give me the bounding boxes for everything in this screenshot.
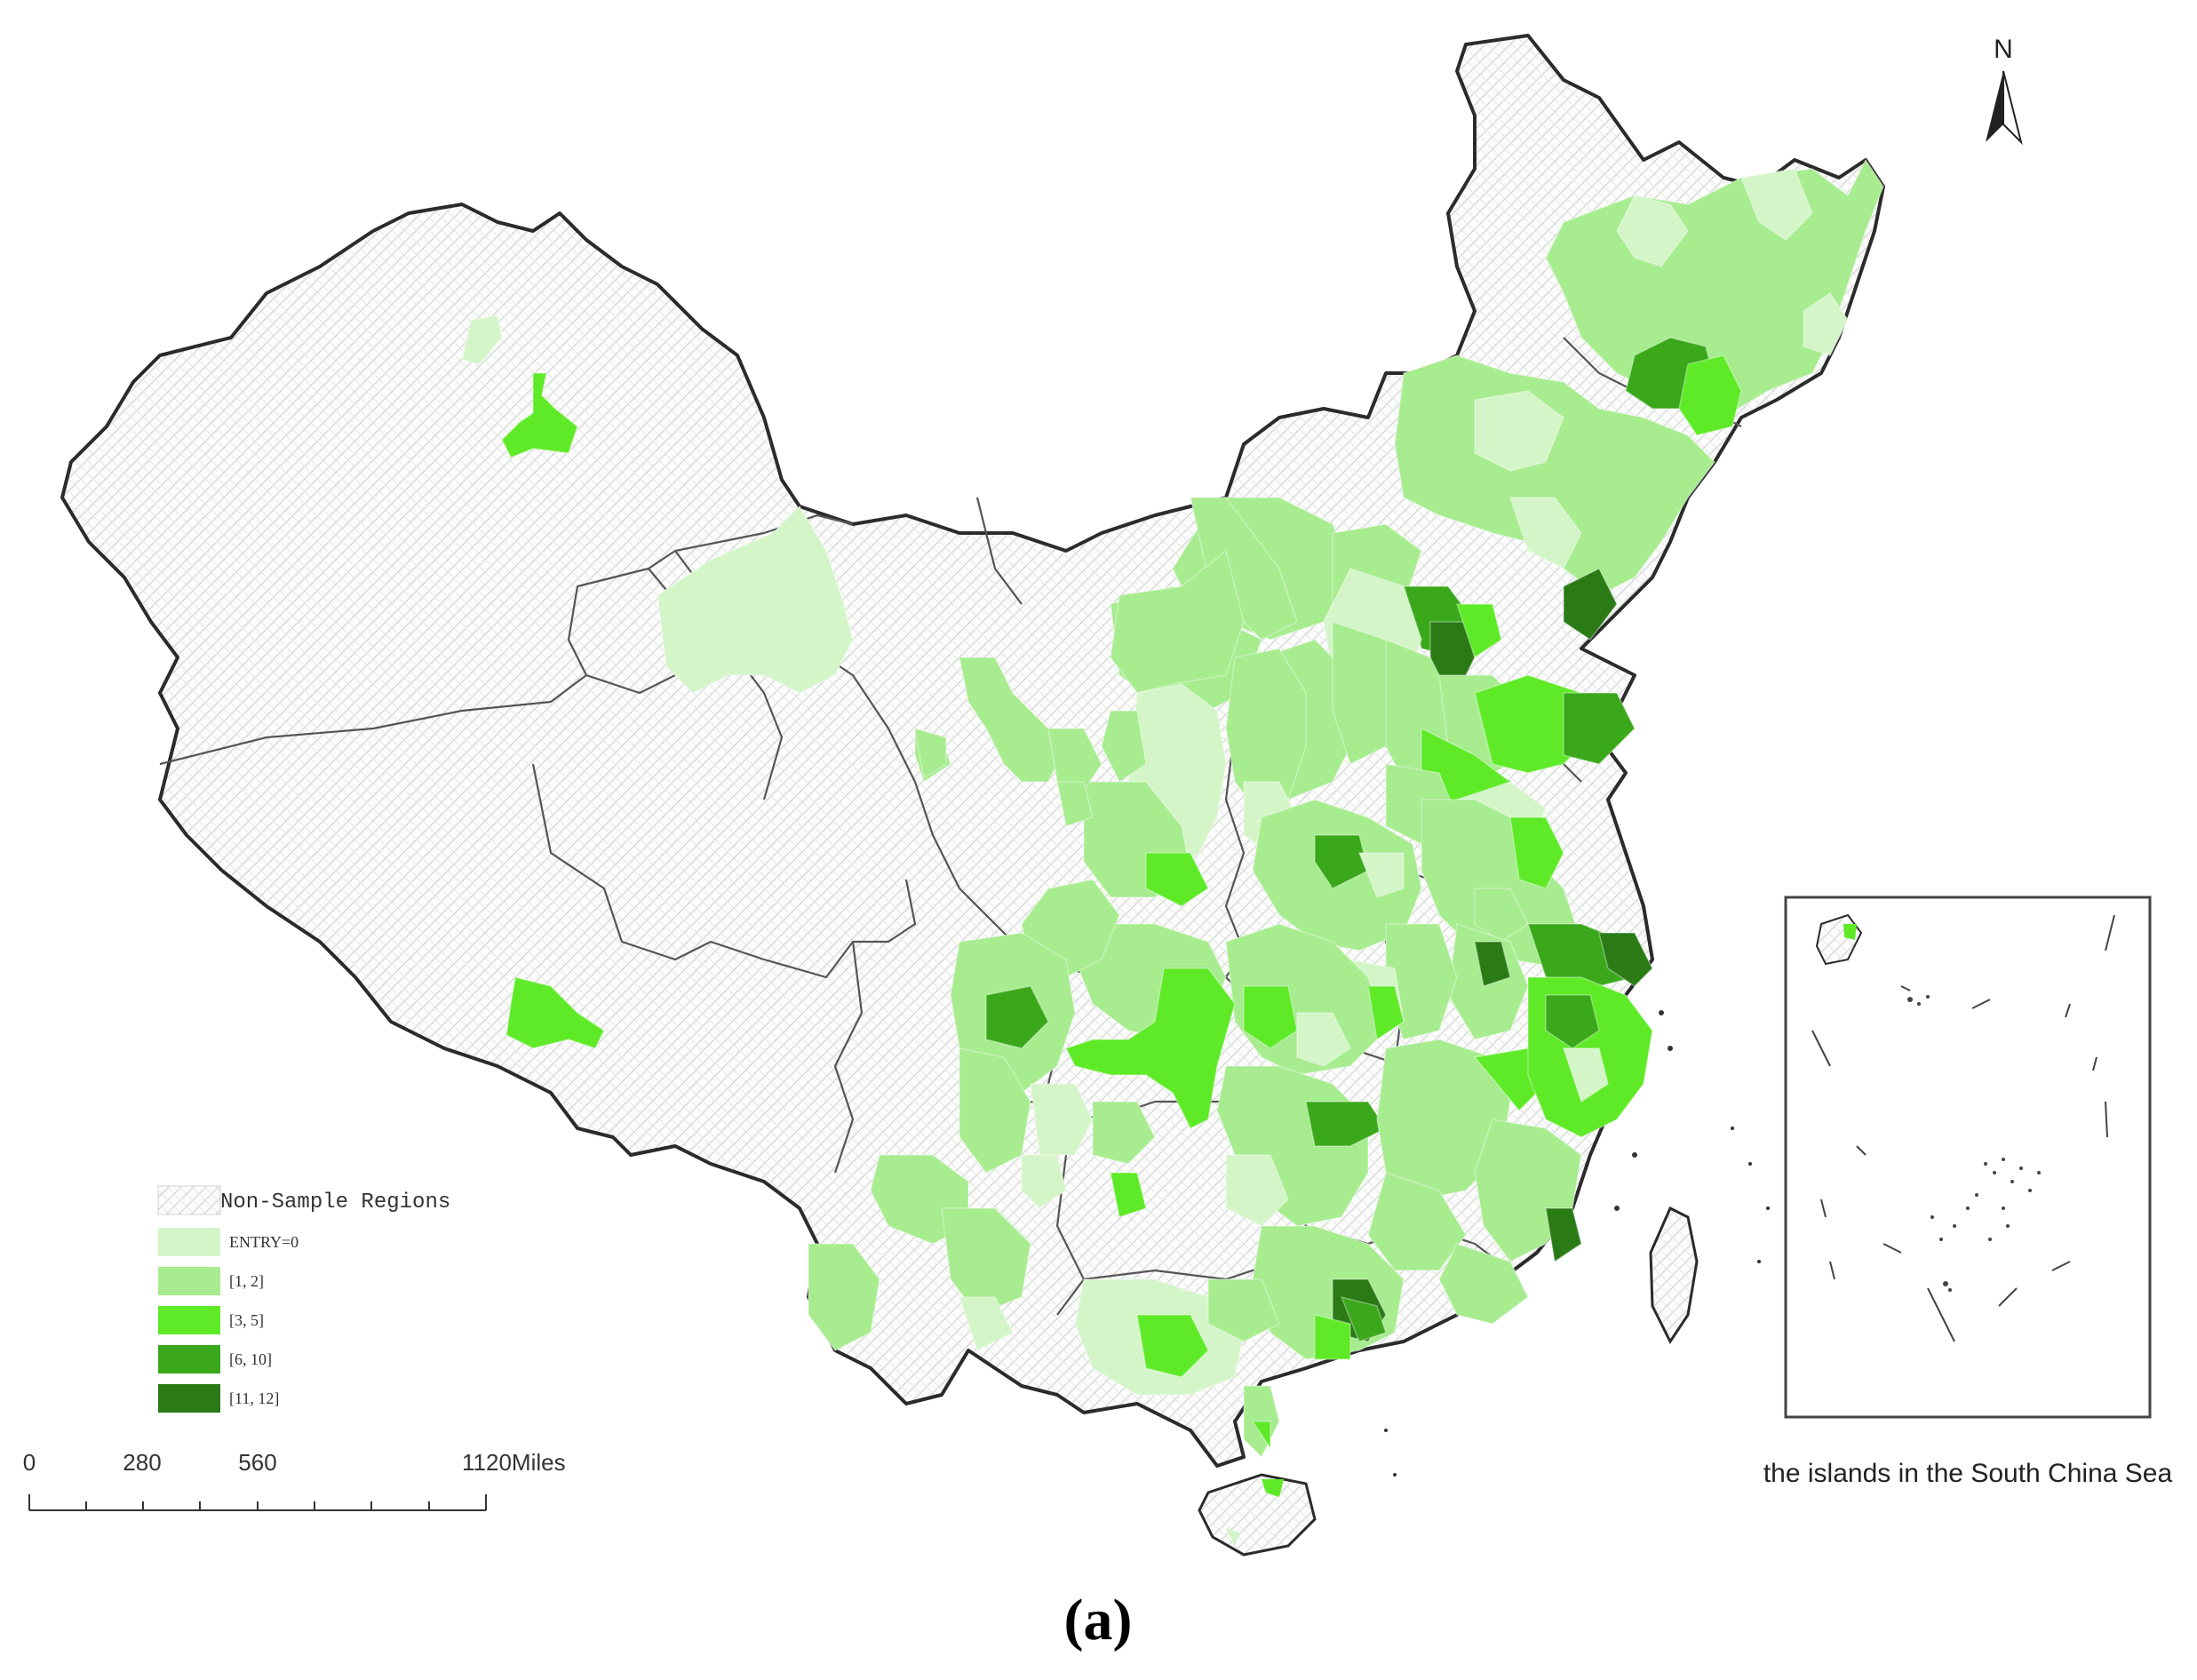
sample-regions xyxy=(461,158,1884,1459)
legend-swatch-3-5 xyxy=(158,1306,220,1334)
legend-swatch-1-2 xyxy=(158,1267,220,1295)
figure-caption: (a) xyxy=(1064,1588,1133,1652)
scale-tick-0: 0 xyxy=(23,1449,36,1476)
scale-tick-560: 560 xyxy=(238,1449,276,1476)
legend-swatch-11-12 xyxy=(158,1384,220,1413)
legend-label-6-10: [6, 10] xyxy=(229,1350,272,1368)
south-china-sea-inset xyxy=(1784,896,2152,1419)
north-label: N xyxy=(1994,35,2013,64)
inset-label: the islands in the South China Sea xyxy=(1763,1459,2173,1488)
legend-label-3-5: [3, 5] xyxy=(229,1311,264,1329)
legend-swatch-non-sample xyxy=(157,1185,221,1215)
legend-swatch-6-10 xyxy=(158,1345,220,1373)
taiwan xyxy=(1649,1206,1699,1344)
coastal-islands xyxy=(1384,1010,1770,1477)
legend-label-11-12: [11, 12] xyxy=(229,1389,279,1407)
legend: Non-Sample Regions ENTRY=0 [1, 2] [3, 5]… xyxy=(157,1185,450,1413)
scale-bar: 0 280 560 1120Miles xyxy=(23,1449,566,1511)
scale-tick-1120: 1120Miles xyxy=(462,1449,566,1476)
scale-tick-280: 280 xyxy=(123,1449,161,1476)
hainan xyxy=(1198,1473,1317,1557)
legend-label-1-2: [1, 2] xyxy=(229,1272,264,1290)
legend-label-non-sample: Non-Sample Regions xyxy=(220,1190,450,1214)
legend-label-entry0: ENTRY=0 xyxy=(229,1233,299,1251)
legend-swatch-entry0 xyxy=(158,1228,220,1256)
north-arrow-icon: N xyxy=(1986,35,2023,146)
